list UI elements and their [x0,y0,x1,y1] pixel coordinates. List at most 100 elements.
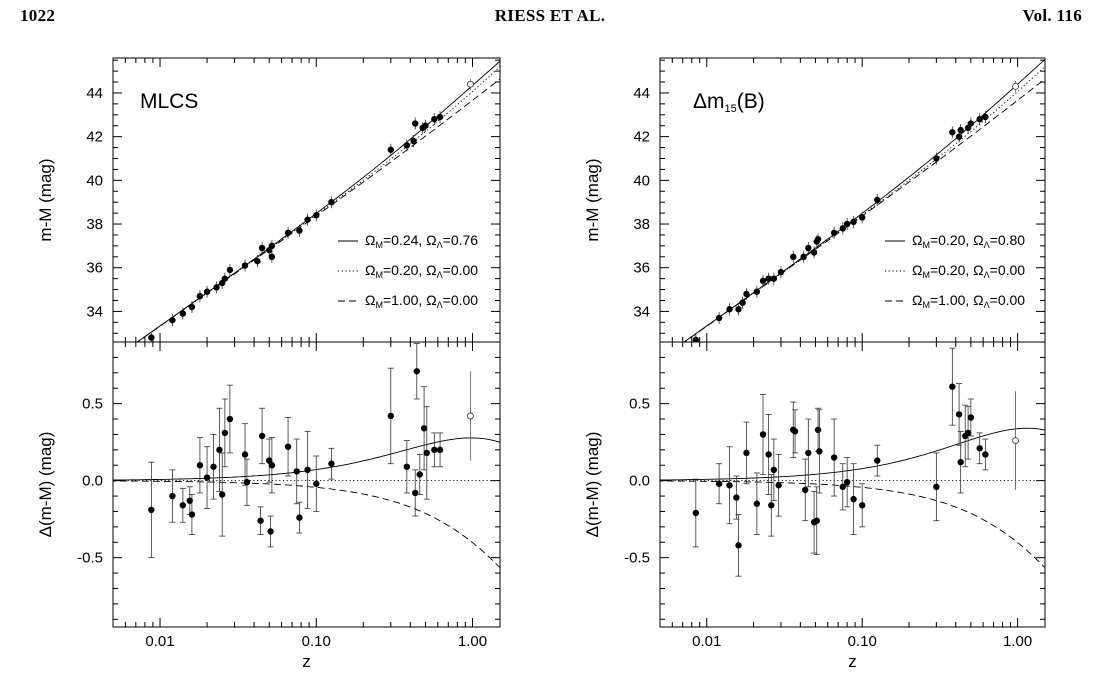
legend-entry: ΩM=0.20, ΩΛ=0.00 [912,262,1025,280]
sn-data-point [221,275,229,282]
sn-data-point [982,451,989,458]
volume-label: Vol. 116 [1022,6,1082,25]
y-tick-label: 38 [633,216,650,233]
sn-data-point [765,275,772,282]
y-tick-label: 44 [86,85,103,102]
sn-data-point [304,466,311,474]
legend-entry: ΩM=0.24, ΩΛ=0.76 [365,232,478,250]
x-tick-label: 0.10 [302,633,331,650]
legend-entry: ΩM=1.00, ΩΛ=0.00 [912,292,1025,310]
data-points [148,78,474,342]
sn-data-point [816,448,823,455]
page-number: 1022 [20,6,56,25]
sn-data-point [967,414,975,421]
sn-data-point [188,511,196,518]
x-tick-label: 0.10 [848,633,877,650]
y-ticks [113,59,500,334]
panel-method-label: Δm15(B) [693,90,765,115]
sn-data-point [420,425,428,432]
sn-data-point [422,122,429,129]
sn-data-point [436,446,444,454]
sn-data-point [243,478,251,486]
sn-data-point [410,137,417,145]
data-points [148,343,474,559]
y-tick-label: -0.5 [77,550,103,567]
sn-data-point [296,227,303,234]
sn-data-point [726,482,733,489]
sn-data-point [735,306,742,313]
sn-data-point [775,482,782,489]
y-tick-label: 44 [633,85,650,102]
y-ticks [660,59,1045,334]
sn-data-point [169,316,176,324]
sn-data-point [186,497,193,504]
sn-data-point [800,253,807,260]
sn-data-point [431,115,438,123]
x-axis-label: z [848,652,857,671]
sn-data-point [859,214,866,221]
panel-bottom-right: 0.01 0.10 1.00 z -0.5 0.0 0.5 Δ(m-M) (mag) [583,341,1046,671]
y-tick-label: 0.5 [629,396,650,413]
sn-data-point [739,299,746,306]
model-curves [136,60,500,342]
x-ticks [659,342,1019,627]
sn-data-point [293,468,300,475]
plot-frame [659,341,1046,628]
sn-data-point [313,480,320,487]
y-tick-label: 36 [86,260,103,277]
sn-data-point [753,500,761,507]
sn-data-point [226,266,234,274]
legend: ΩM=0.24, ΩΛ=0.76 ΩM=0.20, ΩΛ=0.00 ΩM=1.00,… [338,232,478,310]
sn-data-point [850,495,857,503]
x-ticks [112,342,473,627]
sn-data-point [777,268,785,276]
sn-data-point [169,492,176,500]
model-curve-dashed [113,480,500,569]
x-ticks [112,58,473,342]
sn-data-point [226,415,234,423]
sn-data-point [830,229,838,236]
sn-data-point [284,443,292,450]
sn-data-point [791,428,799,435]
sn-data-point [412,489,419,497]
sn-data-point [874,457,881,464]
sn-data-point [328,198,335,206]
sn-data-point [241,262,249,269]
y-tick-label: 0.0 [82,473,103,490]
y-tick-label: 40 [86,172,103,189]
sn-data-point [955,133,963,140]
sn-data-point [805,244,812,252]
sn-data-point [770,275,778,282]
sn-data-point [423,449,431,457]
y-tick-label: 36 [633,260,650,277]
sn-data-point [268,462,276,469]
panel-method-label: MLCS [140,90,198,113]
y-ticks [113,341,500,620]
legend-entry: ΩM=1.00, ΩΛ=0.00 [365,292,478,310]
sn-data-point [802,486,809,494]
x-tick-label: 0.01 [145,633,174,650]
sn-data-point [188,303,196,311]
x-tick-label: 0.01 [692,633,721,650]
x-tick-label: 1.00 [1003,633,1032,650]
sn-data-point [967,120,975,127]
sn-data-point [268,242,276,250]
sn-data-point [949,129,956,136]
sn-data-point [759,277,767,285]
sn-data-point [267,528,274,535]
sn-data-point [770,466,778,474]
sn-data-point [258,244,266,252]
sn-data-point [296,514,303,521]
sn-data-point [403,463,411,470]
sn-data-point [830,454,838,461]
sn-data-point [850,218,857,226]
sn-data-point [955,411,963,418]
x-axis-label: z [302,652,311,671]
sn-data-point [843,478,851,486]
y-tick-label: -0.5 [624,550,650,567]
sn-data-point [810,249,818,256]
sn-data-point [213,284,220,291]
y-tick-label: 42 [633,129,650,146]
sn-data-point [416,471,424,478]
